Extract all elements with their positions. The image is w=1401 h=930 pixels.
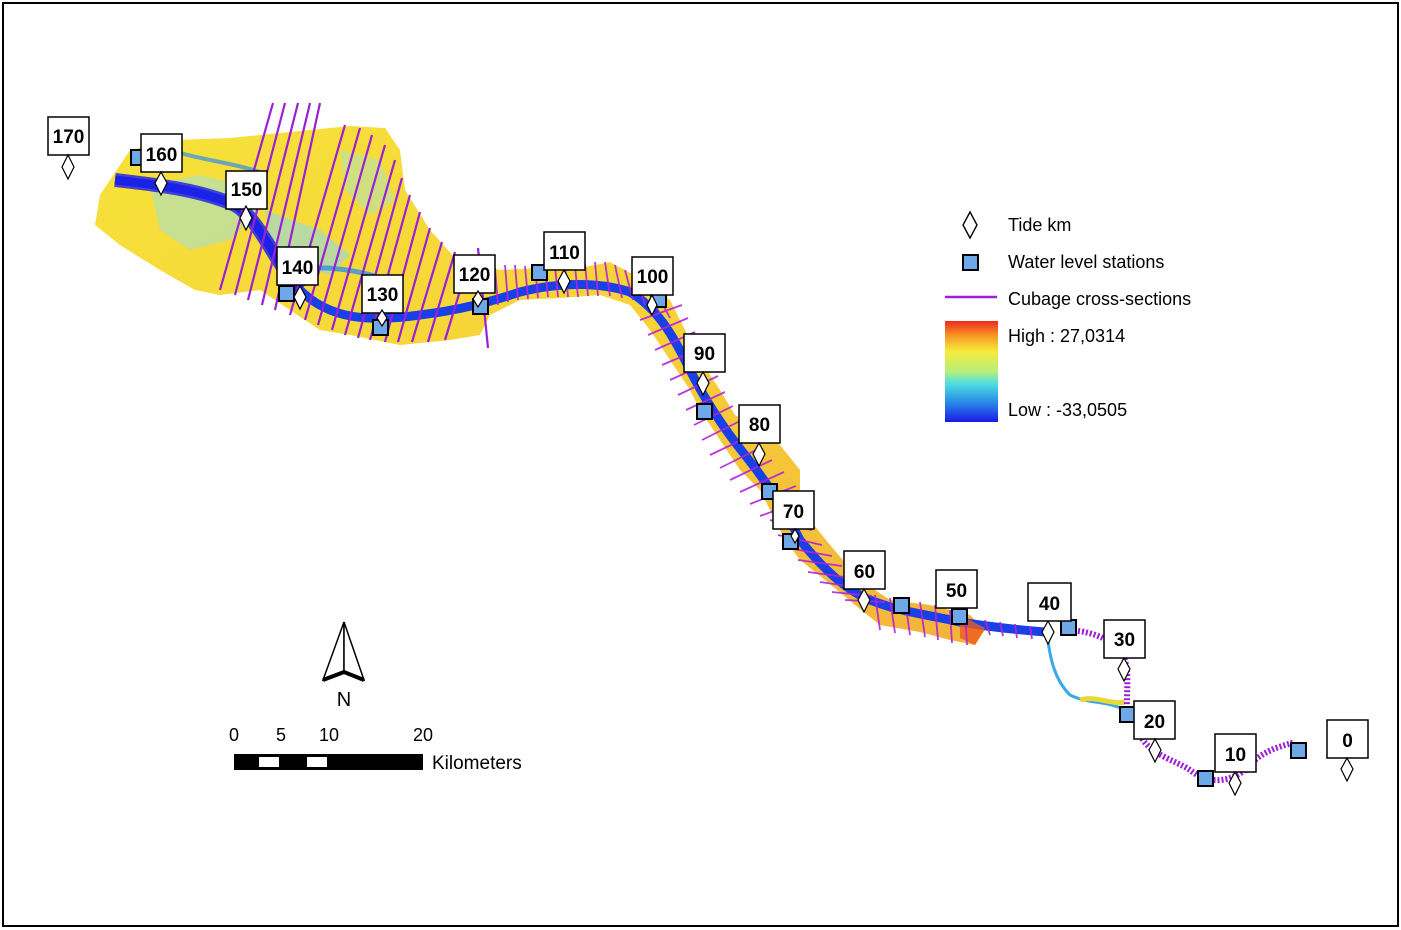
tide-marker-0: 0 bbox=[1326, 719, 1369, 783]
svg-text:20: 20 bbox=[1144, 712, 1165, 733]
tide-marker-50: 50 bbox=[935, 569, 978, 609]
svg-text:130: 130 bbox=[367, 285, 399, 306]
tide-diamond-icon bbox=[790, 527, 800, 545]
tide-km-markers: 170 160 150 140 130 120 bbox=[47, 116, 1369, 797]
svg-text:110: 110 bbox=[549, 243, 580, 264]
svg-text:90: 90 bbox=[694, 344, 715, 365]
tide-marker-170: 170 bbox=[47, 116, 90, 181]
tide-diamond-icon bbox=[857, 587, 871, 614]
tide-marker-150: 150 bbox=[225, 170, 268, 232]
svg-text:70: 70 bbox=[783, 502, 804, 523]
tide-diamond-icon bbox=[472, 289, 484, 309]
legend-water-level-stations: Water level stations bbox=[1008, 252, 1164, 272]
station-square-icon bbox=[962, 254, 979, 271]
north-arrow: N bbox=[321, 621, 366, 711]
svg-text:30: 30 bbox=[1114, 630, 1135, 651]
station bbox=[1197, 770, 1214, 787]
station bbox=[1290, 742, 1307, 759]
scale-tick-0: 0 bbox=[229, 725, 239, 745]
svg-text:150: 150 bbox=[231, 180, 263, 201]
station bbox=[1119, 706, 1136, 723]
tide-marker-40: 40 bbox=[1027, 582, 1072, 646]
tide-marker-10: 10 bbox=[1214, 733, 1257, 797]
station bbox=[1060, 619, 1077, 636]
tide-marker-130: 130 bbox=[361, 274, 404, 328]
tide-diamond-icon bbox=[1340, 756, 1354, 783]
tide-diamond-icon bbox=[293, 284, 307, 311]
tide-marker-110: 110 bbox=[543, 231, 586, 295]
tide-diamond-icon bbox=[61, 153, 75, 181]
tide-diamond-icon bbox=[1117, 656, 1131, 683]
legend-high: High : 27,0314 bbox=[1008, 326, 1125, 346]
scale-tick-5: 5 bbox=[276, 725, 286, 745]
tide-diamond-icon bbox=[239, 204, 253, 232]
tide-marker-70: 70 bbox=[772, 490, 815, 545]
station bbox=[278, 285, 295, 302]
tide-marker-30: 30 bbox=[1103, 619, 1146, 683]
svg-text:50: 50 bbox=[946, 581, 967, 602]
tide-diamond-icon bbox=[154, 170, 168, 197]
legend-low: Low : -33,0505 bbox=[1008, 400, 1127, 420]
tide-marker-60: 60 bbox=[843, 550, 886, 614]
station bbox=[951, 608, 968, 625]
tide-marker-140: 140 bbox=[276, 246, 319, 311]
north-label: N bbox=[337, 689, 351, 711]
tide-diamond-icon bbox=[376, 308, 388, 328]
tide-diamond-icon bbox=[1228, 770, 1242, 797]
tide-marker-90: 90 bbox=[683, 333, 726, 397]
tide-diamond-icon bbox=[962, 210, 978, 240]
tide-marker-160: 160 bbox=[140, 133, 183, 197]
tide-diamond-icon bbox=[696, 370, 710, 397]
svg-text:80: 80 bbox=[749, 415, 770, 436]
svg-text:60: 60 bbox=[854, 562, 875, 583]
tide-diamond-icon bbox=[1148, 737, 1162, 764]
svg-text:140: 140 bbox=[282, 258, 314, 279]
tide-marker-100: 100 bbox=[631, 256, 674, 317]
svg-text:10: 10 bbox=[1225, 745, 1246, 766]
legend: Tide km Water level stations Cubage cros… bbox=[945, 210, 1191, 422]
scale-tick-20: 20 bbox=[413, 725, 433, 745]
svg-text:170: 170 bbox=[53, 127, 85, 148]
svg-text:120: 120 bbox=[459, 265, 491, 286]
svg-text:100: 100 bbox=[637, 267, 669, 288]
tide-marker-120: 120 bbox=[453, 254, 496, 309]
svg-text:40: 40 bbox=[1039, 594, 1060, 615]
scale-tick-10: 10 bbox=[319, 725, 339, 745]
elevation-color-ramp bbox=[945, 321, 998, 422]
station bbox=[893, 597, 910, 614]
tide-diamond-icon bbox=[646, 293, 658, 317]
station bbox=[696, 403, 713, 420]
scale-bar: 0 5 10 20 Kilometers bbox=[229, 725, 522, 774]
tide-diamond-icon bbox=[752, 441, 766, 468]
legend-cross-sections: Cubage cross-sections bbox=[1008, 289, 1191, 309]
tide-marker-20: 20 bbox=[1133, 700, 1176, 764]
svg-text:0: 0 bbox=[1342, 731, 1353, 752]
tide-marker-80: 80 bbox=[738, 404, 781, 468]
tide-diamond-icon bbox=[557, 268, 571, 295]
svg-text:160: 160 bbox=[146, 145, 178, 166]
legend-tide-km: Tide km bbox=[1008, 215, 1071, 235]
scale-unit: Kilometers bbox=[432, 753, 522, 774]
tide-diamond-icon bbox=[1041, 619, 1055, 646]
